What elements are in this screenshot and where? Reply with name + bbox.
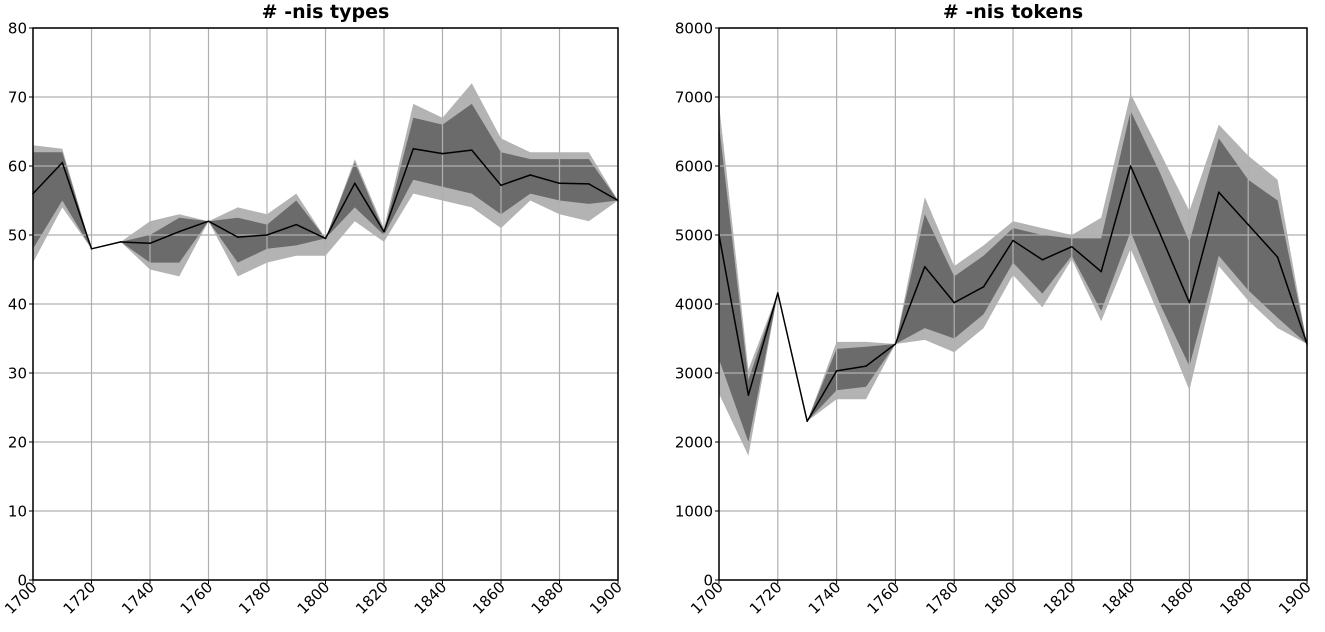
mean-point — [747, 394, 750, 396]
y-tick-label: 0 — [17, 572, 27, 590]
mean-point — [470, 149, 473, 151]
x-tick-label: 1780 — [922, 578, 962, 618]
y-tick-label: 8000 — [675, 20, 713, 38]
mean-point — [353, 182, 356, 185]
mean-point — [835, 370, 838, 372]
mean-point — [1159, 232, 1161, 235]
y-tick-label: 70 — [8, 89, 27, 107]
x-tick-label: 1800 — [294, 578, 334, 618]
mean-point — [865, 365, 867, 367]
x-tick-label: 1880 — [1216, 578, 1256, 618]
chart-title: # -nis tokens — [943, 1, 1083, 23]
mean-point — [178, 230, 181, 233]
x-tick-label: 1720 — [746, 578, 786, 618]
y-tick-label: 7000 — [675, 89, 713, 107]
mean-point — [924, 265, 926, 268]
inner-confidence-band — [33, 103, 618, 263]
x-tick-label: 1880 — [528, 578, 568, 618]
mean-point — [806, 420, 808, 423]
mean-point — [207, 220, 210, 222]
mean-point — [441, 152, 444, 155]
mean-point — [953, 301, 955, 304]
inner-confidence-band — [719, 110, 1307, 443]
mean-point — [412, 147, 415, 150]
y-tick-label: 3000 — [675, 365, 713, 383]
chart-panel-types: # -nis types 0 10 20 30 40 50 60 70 80 1700 1720 17… — [1, 1, 626, 618]
mean-point — [266, 234, 268, 236]
y-tick-label: 50 — [8, 227, 27, 245]
mean-point — [558, 182, 561, 185]
x-tick-label: 1800 — [981, 578, 1021, 618]
mean-point — [1129, 165, 1132, 167]
mean-point — [1188, 301, 1191, 304]
y-tick-label: 4000 — [675, 296, 713, 314]
x-tick-label: 1860 — [1157, 578, 1197, 618]
x-tick-label: 1840 — [411, 578, 451, 618]
y-tick-label: 10 — [8, 503, 27, 521]
mean-point — [1041, 259, 1044, 261]
mean-point — [1218, 191, 1220, 194]
x-tick-label: 1760 — [863, 578, 903, 618]
chart-panel-tokens: # -nis tokens 0 1000 2000 3000 4000 5000 6000 7… — [675, 1, 1315, 618]
y-tick-label: 30 — [8, 365, 27, 383]
y-tick-label: 2000 — [675, 434, 713, 452]
x-tick-label: 1900 — [586, 578, 626, 618]
y-tick-label: 5000 — [675, 227, 713, 245]
y-tick-label: 40 — [8, 296, 27, 314]
y-tick-label: 60 — [8, 158, 27, 176]
mean-point — [236, 236, 239, 238]
mean-point — [295, 223, 298, 226]
y-tick-label: 0 — [703, 572, 713, 590]
x-tick-label: 1820 — [1040, 578, 1080, 618]
mean-point — [324, 237, 327, 240]
mean-point — [982, 285, 985, 288]
mean-point — [894, 343, 897, 345]
mean-point — [383, 230, 385, 233]
mean-point — [1276, 256, 1279, 258]
mean-point — [529, 174, 532, 176]
mean-point — [61, 161, 64, 164]
chart-title: # -nis types — [262, 1, 390, 23]
x-tick-label: 1760 — [177, 578, 217, 618]
y-tick-label: 20 — [8, 434, 27, 452]
x-tick-label: 1740 — [118, 578, 158, 618]
mean-point — [777, 292, 779, 294]
mean-point — [1247, 223, 1249, 226]
mean-point — [587, 183, 590, 185]
mean-point — [1071, 245, 1073, 248]
mean-point — [1012, 239, 1014, 242]
y-tick-label: 6000 — [675, 158, 713, 176]
x-tick-label: 1740 — [805, 578, 845, 618]
x-tick-label: 1820 — [352, 578, 392, 618]
mean-point — [149, 242, 151, 245]
mean-point — [119, 241, 122, 243]
mean-point — [500, 184, 502, 187]
x-tick-label: 1840 — [1099, 578, 1139, 618]
x-tick-label: 1780 — [235, 578, 275, 618]
y-tick-label: 80 — [8, 20, 27, 38]
x-tick-label: 1860 — [469, 578, 509, 618]
x-tick-label: 1720 — [60, 578, 100, 618]
x-tick-label: 1700 — [1, 578, 41, 618]
x-tick-label: 1900 — [1275, 578, 1315, 618]
x-tick-label: 1700 — [687, 578, 727, 618]
mean-point — [90, 248, 93, 250]
y-tick-label: 1000 — [675, 503, 713, 521]
mean-point — [1100, 270, 1102, 273]
